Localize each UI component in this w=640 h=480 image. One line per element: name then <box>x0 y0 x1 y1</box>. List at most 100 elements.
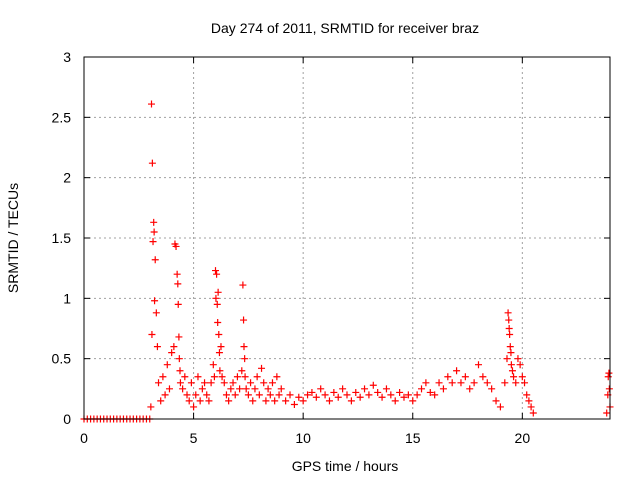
data-point <box>508 367 516 375</box>
data-point <box>213 300 221 308</box>
data-point <box>365 391 373 399</box>
data-point <box>209 361 217 369</box>
data-point <box>150 218 158 226</box>
data-point <box>207 379 215 387</box>
data-point <box>149 238 157 246</box>
data-point <box>210 373 218 381</box>
data-point <box>409 397 417 405</box>
data-point <box>190 403 198 411</box>
data-point <box>153 343 161 351</box>
data-point <box>196 397 204 405</box>
y-tick-labels: 0 0.5 1 1.5 2 2.5 3 <box>52 49 72 427</box>
data-point <box>352 388 360 396</box>
data-point <box>506 331 514 339</box>
data-point <box>217 343 225 351</box>
data-point <box>151 297 159 305</box>
data-point <box>212 267 219 275</box>
data-point <box>165 385 173 393</box>
data-point <box>241 373 249 381</box>
data-point <box>422 379 430 387</box>
data-point <box>215 331 223 339</box>
x-tick-label: 15 <box>405 430 421 446</box>
data-point <box>213 270 221 278</box>
data-point <box>277 385 285 393</box>
data-point <box>308 388 316 396</box>
data-point <box>229 379 237 387</box>
data-point <box>155 379 163 387</box>
y-tick-label: 1 <box>63 290 71 306</box>
data-point <box>507 361 515 369</box>
x-tick-label: 20 <box>515 430 531 446</box>
data-point <box>231 391 239 399</box>
data-point <box>215 349 223 357</box>
data-point <box>512 379 520 387</box>
plot-frame <box>83 56 611 420</box>
data-point <box>431 391 439 399</box>
data-point <box>603 409 611 417</box>
data-point <box>239 281 247 289</box>
data-point <box>435 379 443 387</box>
data-point <box>273 373 281 381</box>
data-point <box>506 343 514 351</box>
data-point <box>448 379 456 387</box>
x-tick-label: 10 <box>295 430 311 446</box>
data-point <box>527 403 535 411</box>
data-point <box>198 385 206 393</box>
data-point <box>444 373 452 381</box>
data-point <box>382 385 390 393</box>
data-point <box>251 385 259 393</box>
data-point <box>466 385 474 393</box>
data-points <box>80 100 614 423</box>
data-point <box>161 391 169 399</box>
y-tick-label: 0.5 <box>52 351 72 367</box>
data-point <box>205 397 213 405</box>
data-point <box>181 373 189 381</box>
data-point <box>172 242 180 250</box>
x-axis-label: GPS time / hours <box>292 458 399 474</box>
data-point <box>605 369 613 377</box>
data-point <box>304 391 312 399</box>
data-point <box>244 391 252 399</box>
data-point <box>176 367 184 375</box>
data-point <box>400 393 408 401</box>
data-point <box>176 379 184 387</box>
data-point <box>488 385 496 393</box>
data-point <box>312 393 320 401</box>
data-point <box>187 379 195 387</box>
data-point <box>374 388 382 396</box>
data-point <box>168 349 176 357</box>
data-point <box>521 379 529 387</box>
x-tick-labels: 0 5 10 15 20 <box>80 430 530 446</box>
data-point <box>413 391 421 399</box>
data-point <box>426 388 434 396</box>
data-point <box>185 397 193 405</box>
x-tick-label: 0 <box>80 430 88 446</box>
data-point <box>418 385 426 393</box>
data-point <box>268 379 276 387</box>
data-point <box>201 379 209 387</box>
data-point <box>325 397 333 405</box>
data-point <box>286 391 294 399</box>
data-point <box>470 379 478 387</box>
data-point <box>387 391 395 399</box>
y-tick-label: 1.5 <box>52 230 72 246</box>
data-point <box>404 391 412 399</box>
data-point <box>179 385 187 393</box>
data-point <box>510 373 518 381</box>
data-point <box>295 393 303 401</box>
data-point <box>220 379 228 387</box>
data-point <box>605 385 613 393</box>
data-point <box>271 397 279 405</box>
data-point <box>343 391 351 399</box>
data-point <box>148 100 156 108</box>
y-tick-label: 2.5 <box>52 109 72 125</box>
data-point <box>266 391 274 399</box>
data-point <box>242 385 250 393</box>
data-point <box>496 403 504 411</box>
y-tick-label: 3 <box>63 49 71 65</box>
chart-title: Day 274 of 2011, SRMTID for receiver bra… <box>211 20 479 36</box>
data-point <box>173 270 181 278</box>
data-point <box>159 373 167 381</box>
data-point <box>505 316 513 324</box>
